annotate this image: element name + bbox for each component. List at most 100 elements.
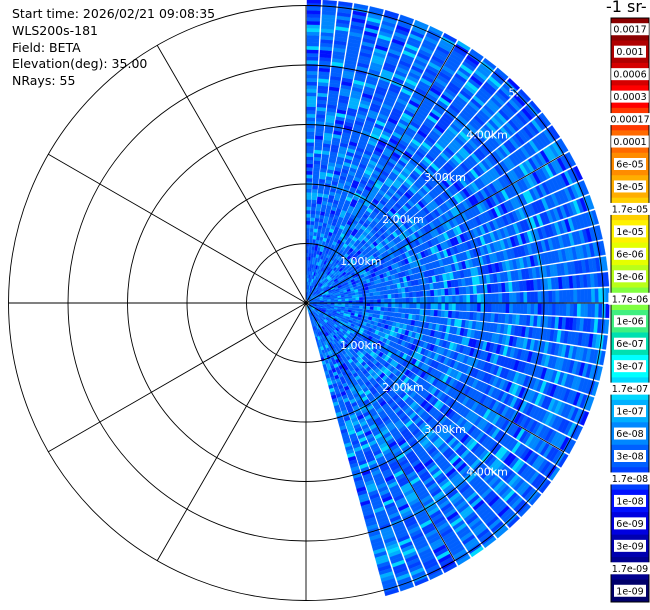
range-gate [306, 92, 317, 97]
range-gate [562, 303, 567, 316]
range-gate [441, 295, 446, 303]
range-gate [494, 303, 499, 313]
range-gate [498, 293, 503, 303]
range-gate [559, 303, 564, 316]
data-ray [309, 303, 600, 397]
ring-label: 2.00km [382, 213, 424, 226]
range-gate [313, 160, 321, 165]
range-gate [387, 303, 392, 308]
data-ray [308, 88, 532, 301]
range-gate [384, 9, 400, 18]
range-gate [348, 295, 353, 299]
range-gate [530, 291, 535, 303]
range-gate [427, 296, 432, 303]
range-gate [398, 303, 403, 308]
range-gate [394, 307, 399, 313]
range-gate [394, 293, 399, 299]
range-gate [372, 291, 378, 296]
range-gate [534, 303, 539, 315]
range-gate [526, 303, 532, 315]
range-gate [430, 309, 435, 317]
range-gate [358, 291, 363, 295]
range-gate [455, 295, 460, 303]
range-gate [352, 302, 357, 306]
range-gate [355, 303, 360, 306]
range-gate [307, 267, 310, 272]
range-gate [444, 288, 449, 296]
range-gate [537, 303, 542, 315]
range-gate [341, 304, 346, 308]
range-gate [440, 288, 446, 296]
range-gate [306, 110, 316, 115]
range-gate [599, 350, 606, 366]
range-gate [306, 52, 319, 58]
range-gate [365, 289, 370, 294]
range-gate [306, 235, 310, 239]
range-gate [306, 42, 319, 47]
range-gate [565, 151, 577, 167]
range-gate [394, 303, 399, 308]
range-gate [387, 294, 392, 299]
data-ray [308, 151, 577, 302]
range-gate [308, 256, 311, 261]
colorbar-label: 1.7e-07 [612, 384, 648, 395]
range-gate [306, 77, 318, 83]
range-gate [307, 263, 311, 268]
range-gate [305, 256, 309, 261]
range-gate [306, 170, 313, 175]
range-gate [305, 252, 309, 257]
range-gate [604, 319, 610, 334]
range-gate [548, 125, 561, 140]
range-gate [306, 99, 317, 104]
range-gate [306, 185, 312, 190]
range-gate [452, 295, 457, 303]
range-gate [473, 303, 478, 312]
data-ray [306, 3, 369, 300]
range-gate [402, 303, 407, 309]
range-gate [306, 45, 319, 50]
range-gate [306, 249, 309, 254]
data-ray [306, 14, 415, 300]
colorbar-label: 0.0006 [613, 70, 646, 81]
range-gate [365, 309, 371, 314]
range-gate [306, 227, 310, 232]
range-gate [337, 304, 342, 307]
data-ray [309, 272, 610, 303]
range-gate [476, 303, 482, 312]
range-gate [430, 289, 435, 297]
range-gate [433, 309, 439, 317]
range-gate [311, 203, 317, 208]
range-gate [586, 194, 595, 210]
range-gate [419, 303, 424, 309]
range-gate [370, 303, 374, 307]
range-gate [309, 235, 314, 240]
range-gate [399, 14, 415, 23]
range-gate [355, 300, 360, 303]
range-gate [306, 24, 320, 29]
colorbar-label: 1e-05 [616, 227, 643, 238]
range-gate [402, 297, 407, 303]
range-gate [309, 231, 314, 236]
range-gate [348, 302, 353, 306]
range-gate [308, 245, 312, 250]
range-gate [306, 210, 311, 215]
range-gate [441, 303, 446, 311]
range-gate [306, 199, 312, 204]
range-gate [353, 3, 369, 10]
range-gate [306, 177, 313, 182]
range-gate [455, 303, 460, 311]
range-gate [306, 63, 318, 68]
range-gate [306, 67, 318, 72]
range-gate [428, 25, 444, 36]
azimuth-spoke [48, 302, 307, 453]
range-gate [352, 297, 357, 301]
range-gate [311, 199, 317, 204]
range-gate [551, 303, 557, 316]
colorbar-label: 6e-09 [616, 519, 643, 530]
ray-count: NRays: 55 [12, 73, 76, 89]
colorbar-label: 6e-06 [616, 249, 643, 260]
range-gate [313, 153, 322, 158]
range-gate [507, 77, 521, 91]
range-gate [562, 290, 567, 303]
range-gate [380, 294, 385, 299]
